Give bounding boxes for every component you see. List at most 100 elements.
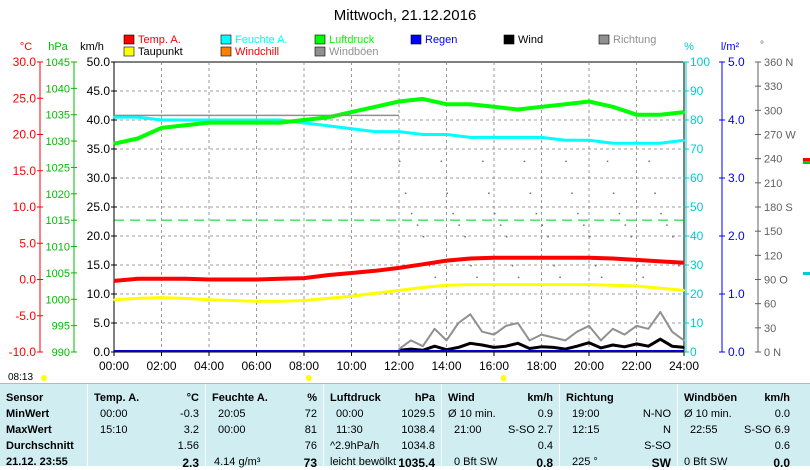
direction-tick-2: 300 — [764, 105, 782, 117]
point-0-12 — [398, 267, 400, 269]
x-tick-6: 12:00 — [384, 359, 414, 373]
point-2-10 — [350, 127, 353, 130]
direction-dot-31 — [577, 212, 579, 215]
point-4-13 — [552, 346, 555, 349]
pressure-current-value: 1035.4 — [398, 456, 435, 470]
temp-header: Temp. A. — [94, 392, 140, 404]
point-4-19 — [623, 346, 626, 348]
wind-unit: km/h — [527, 392, 553, 404]
point-4-24 — [683, 346, 685, 349]
point-0-21 — [612, 257, 614, 260]
gust-beaufort: 0 Bft SW — [684, 456, 728, 468]
point-3-21 — [612, 106, 614, 108]
humidity-abs-value: 4.14 g/m³ — [214, 456, 261, 468]
pressure-tick-4: 1025 — [46, 162, 70, 174]
direction-dot-15 — [482, 160, 484, 163]
direction-max-time: 12:15 — [572, 424, 600, 436]
legend-label-4: Wind — [518, 34, 543, 46]
direction-dot-9 — [446, 192, 448, 194]
point-0-0 — [113, 280, 115, 282]
direction-dot-17 — [494, 212, 496, 215]
direction-dot-41 — [636, 265, 638, 267]
direction-header: Richtung — [566, 392, 614, 404]
x-tick-10: 20:00 — [574, 359, 604, 373]
direction-dot-47 — [672, 236, 674, 238]
point-3-22 — [635, 113, 638, 116]
rain-axis-unit: l/m² — [721, 41, 740, 53]
direction-dot-16 — [488, 192, 490, 194]
x-tick-2: 04:00 — [194, 359, 224, 373]
point-2-19 — [564, 139, 567, 142]
humidity-tick-6: 40 — [690, 229, 704, 243]
direction-dot-24 — [535, 212, 538, 215]
x-tick-4: 08:00 — [289, 359, 319, 373]
point-3-15 — [469, 103, 472, 105]
point-3-17 — [517, 108, 519, 111]
point-5-15 — [576, 330, 578, 333]
point-4-22 — [659, 338, 662, 341]
point-4-20 — [635, 343, 638, 345]
direction-dot-25 — [541, 224, 543, 226]
humidity-tick-9: 10 — [690, 316, 704, 330]
direction-dot-48 — [678, 265, 680, 267]
wind-tick-3: 35.0 — [87, 142, 111, 156]
row-label-avg: Durchschnitt — [6, 440, 74, 452]
point-1-17 — [517, 283, 519, 286]
point-0-4 — [208, 278, 210, 281]
pressure-tick-8: 1005 — [46, 268, 70, 280]
point-5-16 — [588, 325, 590, 327]
temp-tick-1: 25.0 — [13, 91, 37, 105]
legend-swatch-0 — [123, 34, 135, 45]
pressure-header: Luftdruck — [330, 392, 381, 404]
pressure-tick-0: 1045 — [46, 57, 70, 69]
pressure-tick-11: 990 — [52, 347, 70, 359]
wind-tick-0: 50.0 — [87, 55, 111, 69]
wind-header: Wind — [448, 392, 475, 404]
point-3-14 — [445, 103, 448, 105]
direction-dot-20 — [511, 265, 514, 267]
temp-min-value: -0.3 — [180, 408, 199, 420]
pressure-tick-1: 1040 — [46, 83, 70, 95]
point-1-21 — [612, 284, 614, 287]
point-2-6 — [255, 119, 258, 121]
direction-dot-22 — [523, 160, 526, 163]
direction-dot-45 — [660, 212, 662, 215]
row-label-column: Sensor MinWert MaxWert Durchschnitt 21.1… — [0, 384, 88, 468]
humidity-header: Feuchte A. — [212, 392, 268, 404]
point-1-24 — [683, 289, 685, 292]
gust-current-value: 0.0 — [773, 456, 790, 470]
point-0-10 — [350, 272, 353, 274]
direction-dot-13 — [470, 265, 472, 267]
current-time-label: 08:13 — [8, 372, 34, 383]
wind-max-time: 21:00 — [454, 424, 482, 436]
gust-unit: km/h — [764, 392, 790, 404]
humidity-tick-7: 30 — [690, 258, 704, 272]
point-2-0 — [113, 116, 115, 118]
point-1-5 — [232, 299, 234, 302]
legend-label-1: Feuchte A. — [235, 34, 288, 46]
point-0-22 — [635, 259, 638, 261]
wind-tick-8: 10.0 — [87, 287, 111, 301]
point-1-10 — [350, 295, 353, 298]
pressure-tick-2: 1035 — [46, 110, 70, 122]
weather-chart: Mittwoch, 21.12.2016 Temp. A. Feuchte A. L… — [9, 7, 810, 381]
direction-max-value: N — [663, 424, 671, 436]
x-tick-3: 06:00 — [241, 359, 271, 373]
temp-tick-0: 30.0 — [13, 55, 37, 69]
point-0-9 — [327, 274, 329, 276]
point-5-1 — [410, 339, 412, 342]
pressure-max-value: 1038.4 — [401, 424, 435, 436]
point-1-15 — [469, 283, 472, 286]
point-5-11 — [528, 339, 531, 342]
x-tick-5: 10:00 — [336, 359, 366, 373]
direction-dot-34 — [594, 265, 597, 267]
point-1-0 — [113, 299, 115, 301]
point-4-7 — [481, 344, 483, 346]
direction-dot-40 — [630, 236, 633, 238]
direction-min-time: 19:00 — [572, 408, 600, 420]
point-5-0 — [398, 348, 400, 350]
point-4-8 — [493, 346, 495, 349]
x-tick-11: 22:00 — [621, 359, 651, 373]
point-0-11 — [374, 270, 377, 272]
humidity-tick-5: 50 — [690, 200, 704, 214]
